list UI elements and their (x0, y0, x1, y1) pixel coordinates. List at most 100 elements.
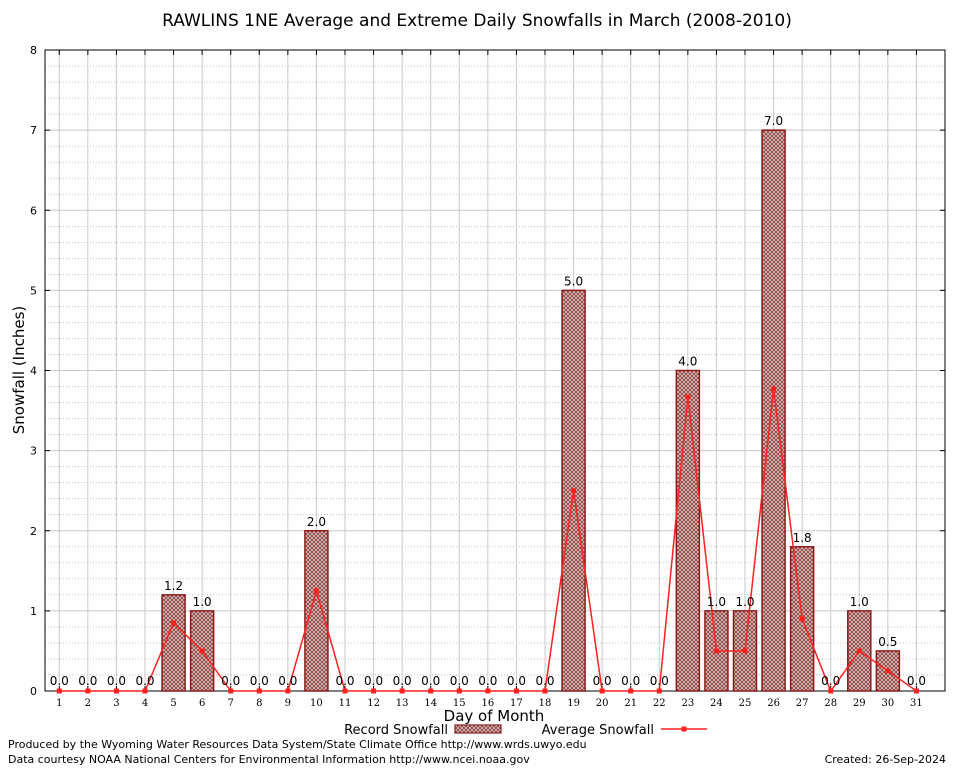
average-point (313, 588, 319, 594)
average-point (685, 394, 691, 400)
y-tick-label: 5 (30, 284, 37, 297)
record-value-label: 1.0 (707, 595, 726, 609)
average-point (656, 688, 662, 694)
x-tick-label: 24 (710, 698, 723, 709)
bar-value-labels: 0.0 0.0 0.0 0.0 1.2 1.0 0.0 0.0 0.0 2.0 0.0 0.0 0.0 0… (50, 114, 926, 688)
x-tick-label: 15 (453, 698, 466, 709)
x-tick-label: 5 (170, 698, 176, 709)
record-value-label: 0.0 (593, 674, 612, 688)
x-tick-label: 16 (481, 698, 494, 709)
average-point (799, 616, 805, 622)
x-tick-label: 4 (142, 698, 148, 709)
average-point (628, 688, 634, 694)
x-tick-label: 7 (228, 698, 234, 709)
record-value-label: 0.0 (907, 674, 926, 688)
y-axis-ticks: 0 1 2 3 4 5 6 7 8 (30, 44, 945, 698)
average-point (828, 688, 834, 694)
record-value-label: 0.0 (221, 674, 240, 688)
average-point (228, 688, 234, 694)
record-value-label: 0.0 (335, 674, 354, 688)
y-axis-title: Snowfall (Inches) (10, 306, 28, 434)
x-axis-title: Day of Month (444, 707, 545, 725)
record-value-label: 0.0 (393, 674, 412, 688)
x-tick-label: 14 (424, 698, 437, 709)
average-point (371, 688, 377, 694)
average-point (142, 688, 148, 694)
legend: Record Snowfall Average Snowfall (344, 723, 707, 738)
average-point (771, 386, 777, 392)
average-point (285, 688, 291, 694)
x-tick-label: 30 (881, 698, 894, 709)
record-bar (761, 129, 786, 692)
y-tick-label: 0 (30, 685, 37, 698)
average-line (56, 386, 919, 694)
y-tick-label: 1 (30, 605, 37, 618)
record-value-label: 0.0 (107, 674, 126, 688)
average-point (256, 688, 262, 694)
average-point (713, 648, 719, 654)
x-tick-label: 28 (824, 698, 837, 709)
grid (45, 49, 945, 692)
record-value-label: 1.8 (793, 531, 812, 545)
record-value-label: 0.0 (250, 674, 269, 688)
x-tick-label: 19 (567, 698, 580, 709)
x-tick-label: 22 (653, 698, 666, 709)
x-tick-label: 9 (285, 698, 291, 709)
record-value-label: 0.0 (78, 674, 97, 688)
average-point (513, 688, 519, 694)
x-tick-label: 26 (767, 698, 780, 709)
record-value-label: 0.5 (878, 635, 897, 649)
x-tick-label: 27 (796, 698, 809, 709)
footer-produced-by: Produced by the Wyoming Water Resources … (8, 738, 587, 751)
average-point (599, 688, 605, 694)
record-value-label: 0.0 (478, 674, 497, 688)
footer-created-date: Created: 26-Sep-2024 (824, 753, 946, 766)
record-value-label: 2.0 (307, 515, 326, 529)
average-point (885, 668, 891, 674)
record-value-label: 0.0 (450, 674, 469, 688)
footer-data-courtesy: Data courtesy NOAA National Centers for … (8, 753, 530, 766)
x-tick-label: 23 (681, 698, 694, 709)
record-value-label: 0.0 (135, 674, 154, 688)
chart-title: RAWLINS 1NE Average and Extreme Daily Sn… (162, 11, 792, 31)
average-point (342, 688, 348, 694)
y-tick-label: 2 (30, 525, 37, 538)
legend-record-label: Record Snowfall (344, 723, 448, 738)
x-tick-label: 13 (396, 698, 409, 709)
record-value-label: 0.0 (650, 674, 669, 688)
average-point (742, 648, 748, 654)
x-tick-label: 11 (339, 698, 352, 709)
record-value-label: 0.0 (364, 674, 383, 688)
record-bar (675, 369, 701, 692)
x-tick-label: 2 (85, 698, 91, 709)
x-tick-label: 29 (853, 698, 866, 709)
y-tick-label: 4 (30, 365, 37, 378)
x-tick-label: 3 (113, 698, 119, 709)
x-tick-label: 1 (56, 698, 62, 709)
x-tick-label: 21 (624, 698, 637, 709)
average-point (113, 688, 119, 694)
average-point (485, 688, 491, 694)
record-bar (161, 594, 186, 692)
average-point (571, 488, 577, 494)
record-value-label: 4.0 (678, 355, 697, 369)
record-value-label: 1.0 (193, 595, 212, 609)
record-value-label: 0.0 (50, 674, 69, 688)
legend-record-swatch (454, 724, 502, 734)
legend-average-marker (681, 726, 687, 732)
record-value-label: 0.0 (621, 674, 640, 688)
average-point (85, 688, 91, 694)
average-point (856, 648, 862, 654)
record-value-label: 1.2 (164, 579, 183, 593)
average-point (456, 688, 462, 694)
average-point (199, 648, 205, 654)
y-tick-label: 6 (30, 204, 37, 217)
record-value-label: 0.0 (821, 674, 840, 688)
x-tick-label: 12 (367, 698, 380, 709)
record-value-label: 0.0 (535, 674, 554, 688)
record-value-label: 1.0 (850, 595, 869, 609)
average-point (399, 688, 405, 694)
x-tick-label: 25 (739, 698, 752, 709)
record-value-label: 5.0 (564, 274, 583, 288)
